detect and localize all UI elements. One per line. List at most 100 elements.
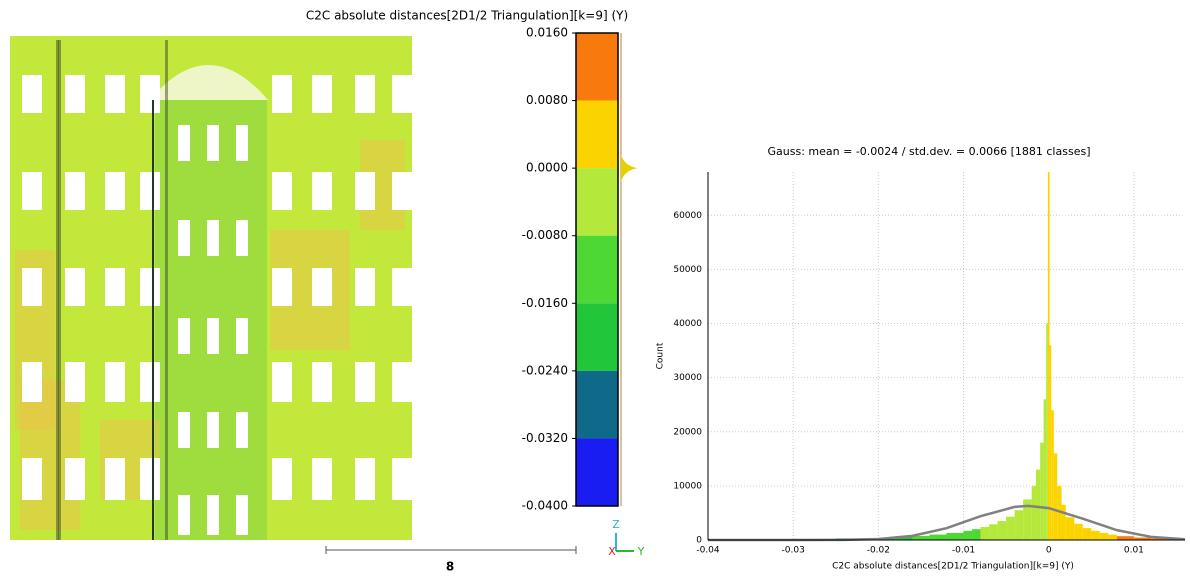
y-tick-label: 20000 [673,427,702,437]
window [392,75,412,113]
x-tick-label: -0.01 [952,546,975,556]
histogram-bar [1150,538,1168,540]
y-tick-label: 0 [696,536,702,546]
histogram-bar [895,537,913,540]
color-scale-label: -0.0240 [522,363,568,377]
histogram-bar [1047,172,1050,540]
facade-tint [20,380,80,530]
window [312,362,332,402]
color-band [576,100,618,169]
histogram-bar [929,534,947,540]
histogram-bar [1057,485,1062,540]
histogram-bar [1051,410,1054,540]
window [65,75,85,113]
color-band [576,370,618,439]
color-scale-label: 0.0160 [526,26,568,40]
x-tick-label: -0.04 [696,546,720,556]
color-band [576,438,618,506]
chart-title: Gauss: mean = -0.0024 / std.dev. = 0.006… [768,145,1091,158]
histogram-bar [1065,517,1075,540]
y-tick-label: 10000 [673,481,702,491]
window [272,268,292,306]
window [207,412,219,448]
color-band [576,168,618,236]
window [312,75,332,113]
window [140,268,160,306]
window [105,458,125,500]
histogram-bar [1031,485,1036,540]
window [22,362,42,402]
window [392,172,412,210]
histogram-bar [1099,532,1109,540]
window [272,458,292,500]
histogram-bar [1006,516,1015,540]
window [22,172,42,210]
window [178,125,190,161]
histogram-bar [1082,528,1092,540]
histogram-bar [963,530,973,540]
point-cloud-view [10,36,412,540]
window [22,268,42,306]
x-tick-label: -0.03 [782,546,805,556]
histogram-bar [912,535,930,540]
window [355,172,375,210]
window [178,495,190,535]
histogram-bar [1043,399,1047,540]
window [65,458,85,500]
histogram-bar [1074,523,1083,540]
window [392,362,412,402]
histogram-bar [972,529,981,540]
window [178,318,190,354]
window [236,318,248,354]
color-scale-label: 0.0080 [526,93,568,107]
axis-z-label: Z [612,518,620,531]
x-tick-label: 0.01 [1124,546,1144,556]
histogram-bar [1116,536,1134,540]
window [22,458,42,500]
scalar-field-title: C2C absolute distances[2D1/2 Triangulati… [306,9,628,23]
x-tick-label: 0 [1046,546,1052,556]
histogram-bar [946,532,964,540]
dome [150,65,268,100]
color-scale-label: -0.0160 [522,296,568,310]
histogram-bar [980,527,990,540]
y-tick-label: 30000 [673,373,702,383]
window [207,495,219,535]
edge [58,40,61,540]
histogram-bar [997,521,1007,540]
window [236,125,248,161]
color-band [576,303,618,371]
histogram-bar [1053,453,1058,540]
color-scale-label: -0.0320 [522,431,568,445]
histogram-bar [1049,345,1052,540]
window [65,362,85,402]
y-tick-label: 60000 [673,211,702,221]
scale-histogram [621,154,638,183]
window [105,172,125,210]
window [140,172,160,210]
window [65,268,85,306]
window [178,220,190,256]
histogram-bar [1035,469,1041,540]
window [236,412,248,448]
histogram-bar [1108,534,1117,540]
window [272,362,292,402]
window [355,268,375,306]
scale-bar-label: 8 [446,560,454,574]
window [140,458,160,500]
window [22,75,42,113]
edge [56,40,59,540]
color-scale-frame [575,32,619,507]
edge [165,40,168,540]
window [236,220,248,256]
histogram-bar [1014,510,1024,540]
window [105,75,125,113]
x-tick-label: -0.02 [867,546,890,556]
color-scale-label: -0.0400 [522,499,568,513]
histogram-bar [1023,499,1032,540]
histogram-bar [1091,530,1100,540]
y-tick-label: 40000 [673,319,702,329]
window [272,172,292,210]
color-band [576,33,618,101]
